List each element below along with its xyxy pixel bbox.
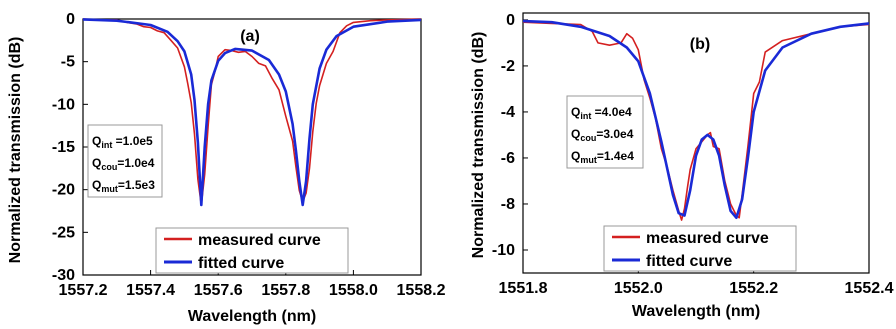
measured-curve-line	[522, 21, 870, 221]
y-tick-label: -20	[52, 182, 75, 199]
y-tick-label: -15	[52, 139, 75, 156]
q-factor-box: Qint =1.0e5 Qcou=1.0e4 Qmut=1.5e3	[87, 124, 163, 198]
legend-entry-measured: measured curve	[646, 230, 769, 247]
x-axis-label: Wavelength (nm)	[632, 303, 760, 320]
q-factor-mut: Qmut=1.5e3	[92, 178, 155, 194]
x-tick-label: 1558.0	[329, 282, 378, 299]
panel-label: (b)	[690, 36, 710, 53]
q-factor-cou: Qcou=1.0e4	[92, 156, 155, 172]
legend: measured curve fitted curve	[155, 227, 349, 274]
y-tick-label: 0	[66, 11, 75, 28]
measured-curve-line	[82, 18, 422, 206]
legend: measured curve fitted curve	[603, 225, 797, 272]
x-tick-label: 1557.4	[126, 282, 175, 299]
x-tick-label: 1552.4	[845, 280, 894, 297]
y-tick-label: -4	[501, 104, 515, 121]
x-tick-label: 1557.6	[194, 282, 243, 299]
q-factor-box: Qint =4.0e4 Qcou=3.0e4 Qmut=1.4e4	[566, 95, 644, 169]
y-axis-label: Normalized transmission (dB)	[7, 37, 24, 264]
y-tick-label: -8	[501, 196, 515, 213]
q-factor-cou: Qcou=3.0e4	[571, 127, 634, 143]
chart-panel-a: Normalized transmission (dB) 1557.2 1557.…	[7, 11, 446, 325]
x-tick-label: 1558.2	[397, 282, 446, 299]
y-tick-label: -25	[52, 224, 75, 241]
y-tick-label: -10	[52, 96, 75, 113]
plot-area-frame	[82, 18, 422, 276]
x-tick-label: 1557.2	[59, 282, 108, 299]
q-factor-int: Qint =4.0e4	[571, 105, 632, 121]
legend-entry-measured: measured curve	[198, 232, 321, 249]
y-tick-label: -6	[501, 150, 515, 167]
plot-area-frame	[522, 12, 870, 274]
legend-entry-fitted: fitted curve	[646, 253, 732, 270]
x-tick-label: 1557.8	[261, 282, 310, 299]
x-tick-label: 1551.8	[499, 280, 548, 297]
y-tick-label: -5	[61, 54, 75, 71]
panel-label: (a)	[240, 28, 260, 45]
y-tick-label: -10	[492, 242, 515, 259]
fitted-curve-line	[82, 18, 422, 207]
y-axis-label: Normalized transmission (dB)	[470, 32, 487, 259]
y-tick-label: -2	[501, 58, 515, 75]
chart-panel-b: Normalized transmission (dB) 1551.8 1552.…	[470, 12, 894, 320]
y-tick-label: -30	[52, 267, 75, 284]
x-tick-label: 1552.0	[614, 280, 663, 297]
legend-entry-fitted: fitted curve	[198, 255, 284, 272]
x-axis-label: Wavelength (nm)	[188, 308, 316, 325]
y-tick-label: 0	[506, 12, 515, 29]
q-factor-mut: Qmut=1.4e4	[571, 149, 634, 165]
x-tick-label: 1552.2	[729, 280, 778, 297]
q-factor-int: Qint =1.0e5	[92, 134, 153, 150]
fitted-curve-line	[522, 19, 870, 220]
